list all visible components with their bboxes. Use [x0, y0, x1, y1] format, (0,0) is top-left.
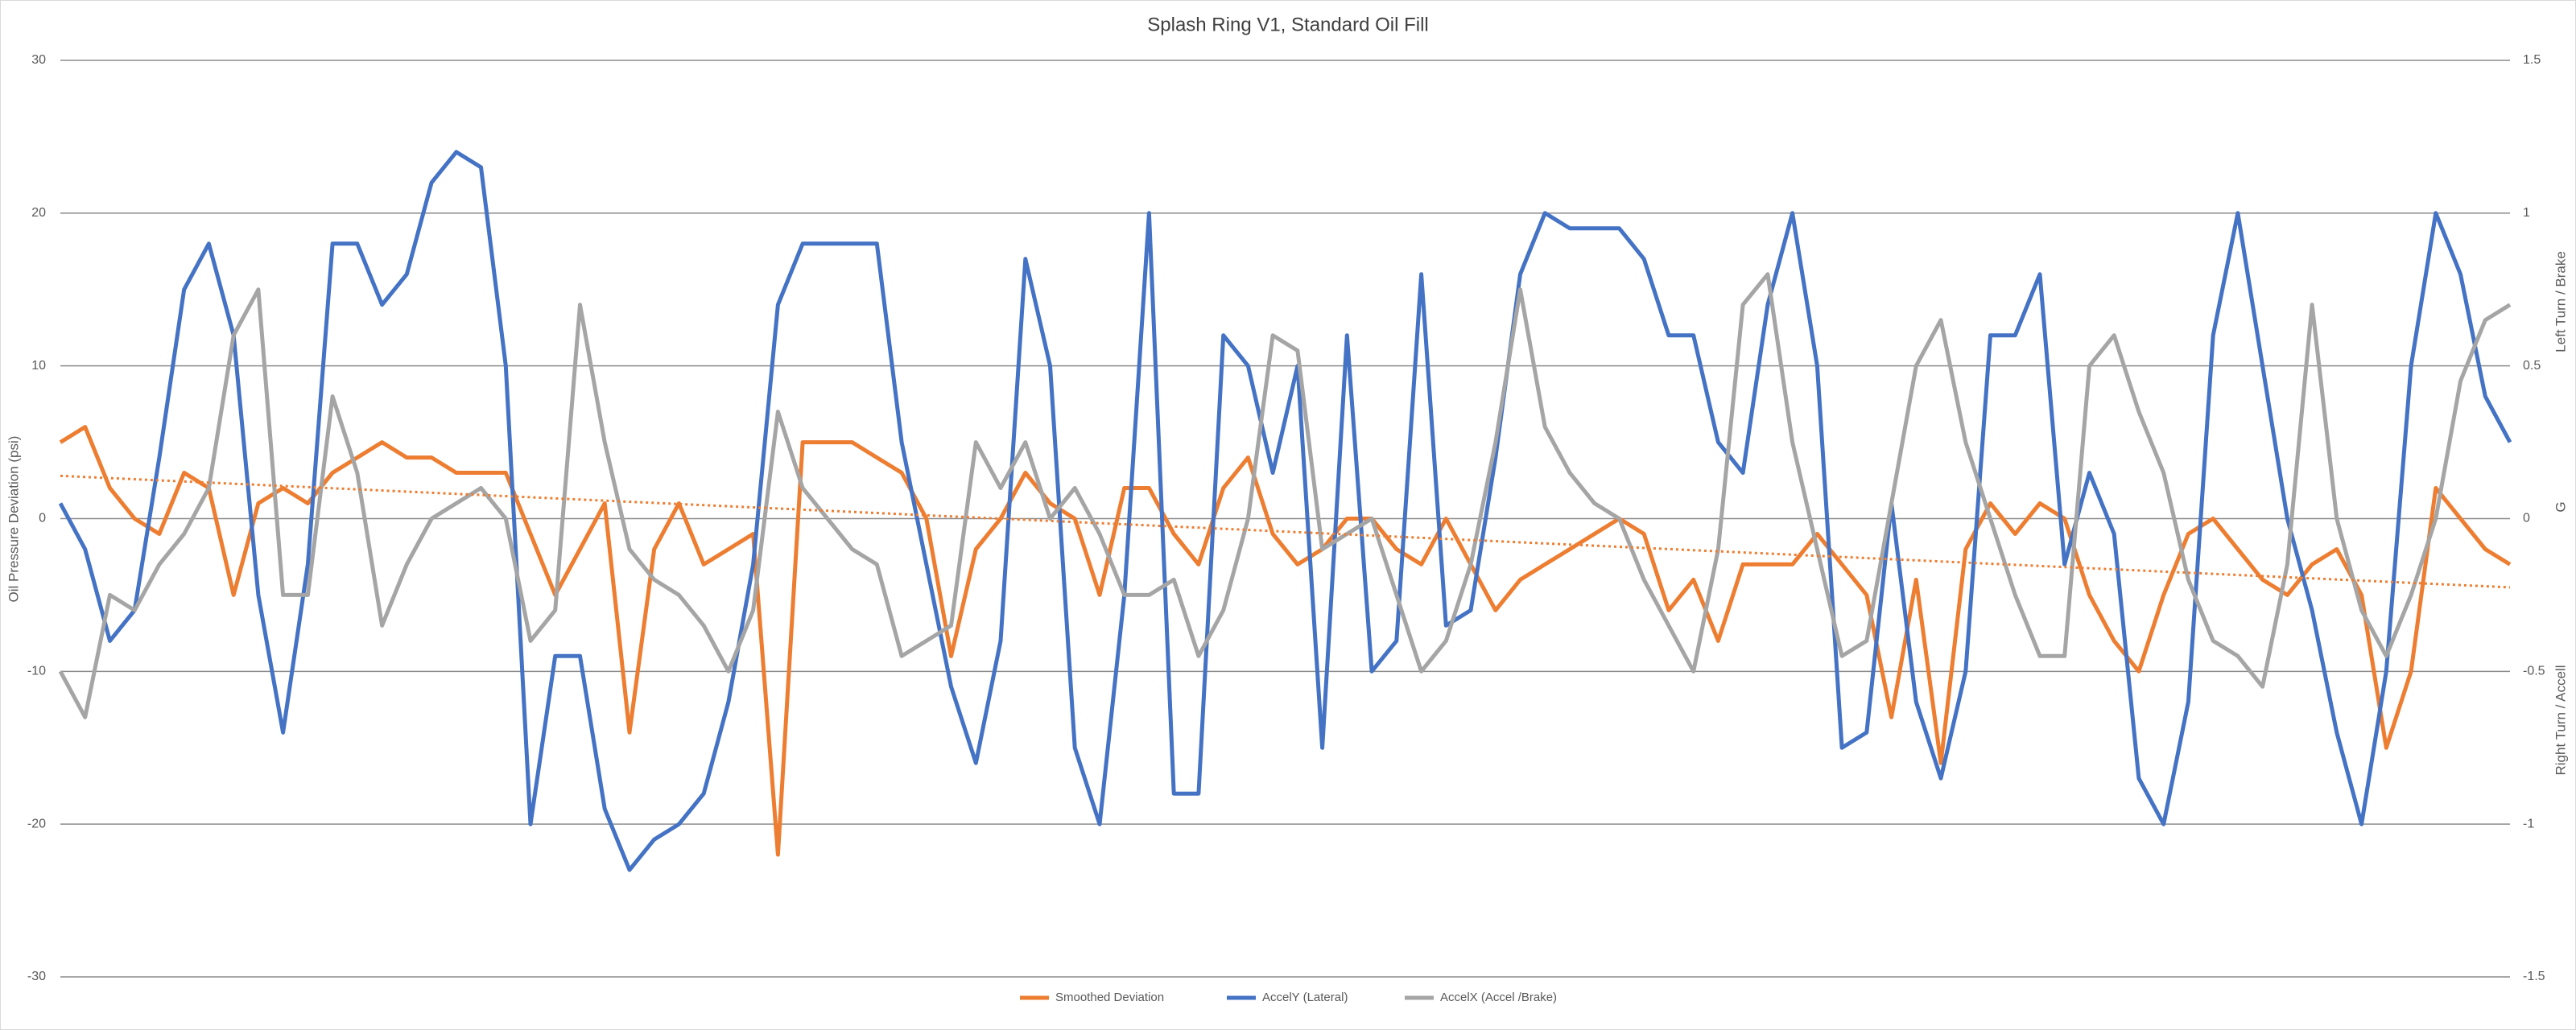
y2-tick-label: 1.5 [2523, 53, 2541, 67]
y-tick-label: 20 [31, 206, 46, 220]
y2-tick-label: 0.5 [2523, 359, 2541, 373]
y2-annotation: Right Turn / Accell [2553, 665, 2568, 775]
y-tick-label: 10 [31, 359, 46, 373]
series-line [58, 272, 2512, 719]
legend-label: AccelY (Lateral) [1262, 991, 1348, 1004]
y2-tick-label: -1.5 [2523, 970, 2545, 983]
y-tick-label: 30 [31, 53, 46, 67]
y2-annotation: Left Turn / Brake [2553, 251, 2568, 352]
y2-tick-label: 1 [2523, 206, 2530, 220]
y-tick-label: -10 [27, 665, 46, 678]
series-line [59, 425, 2512, 857]
y2-tick-label: -0.5 [2523, 665, 2545, 678]
y-tick-label: -30 [27, 970, 46, 983]
y-tick-label: 0 [39, 512, 46, 525]
y2-tick-label: 0 [2523, 512, 2530, 525]
legend-label: AccelX (Accel /Brake) [1440, 991, 1557, 1004]
chart-title: Splash Ring V1, Standard Oil Fill [1147, 14, 1429, 35]
y-tick-label: -20 [27, 817, 46, 830]
y2-tick-label: -1 [2523, 817, 2534, 830]
legend-label: Smoothed Deviation [1055, 991, 1164, 1004]
series-line [58, 150, 2512, 872]
y-axis-label: Oil Pressure Deviation (psi) [6, 436, 21, 603]
y2-axis-label: G [2553, 501, 2568, 512]
